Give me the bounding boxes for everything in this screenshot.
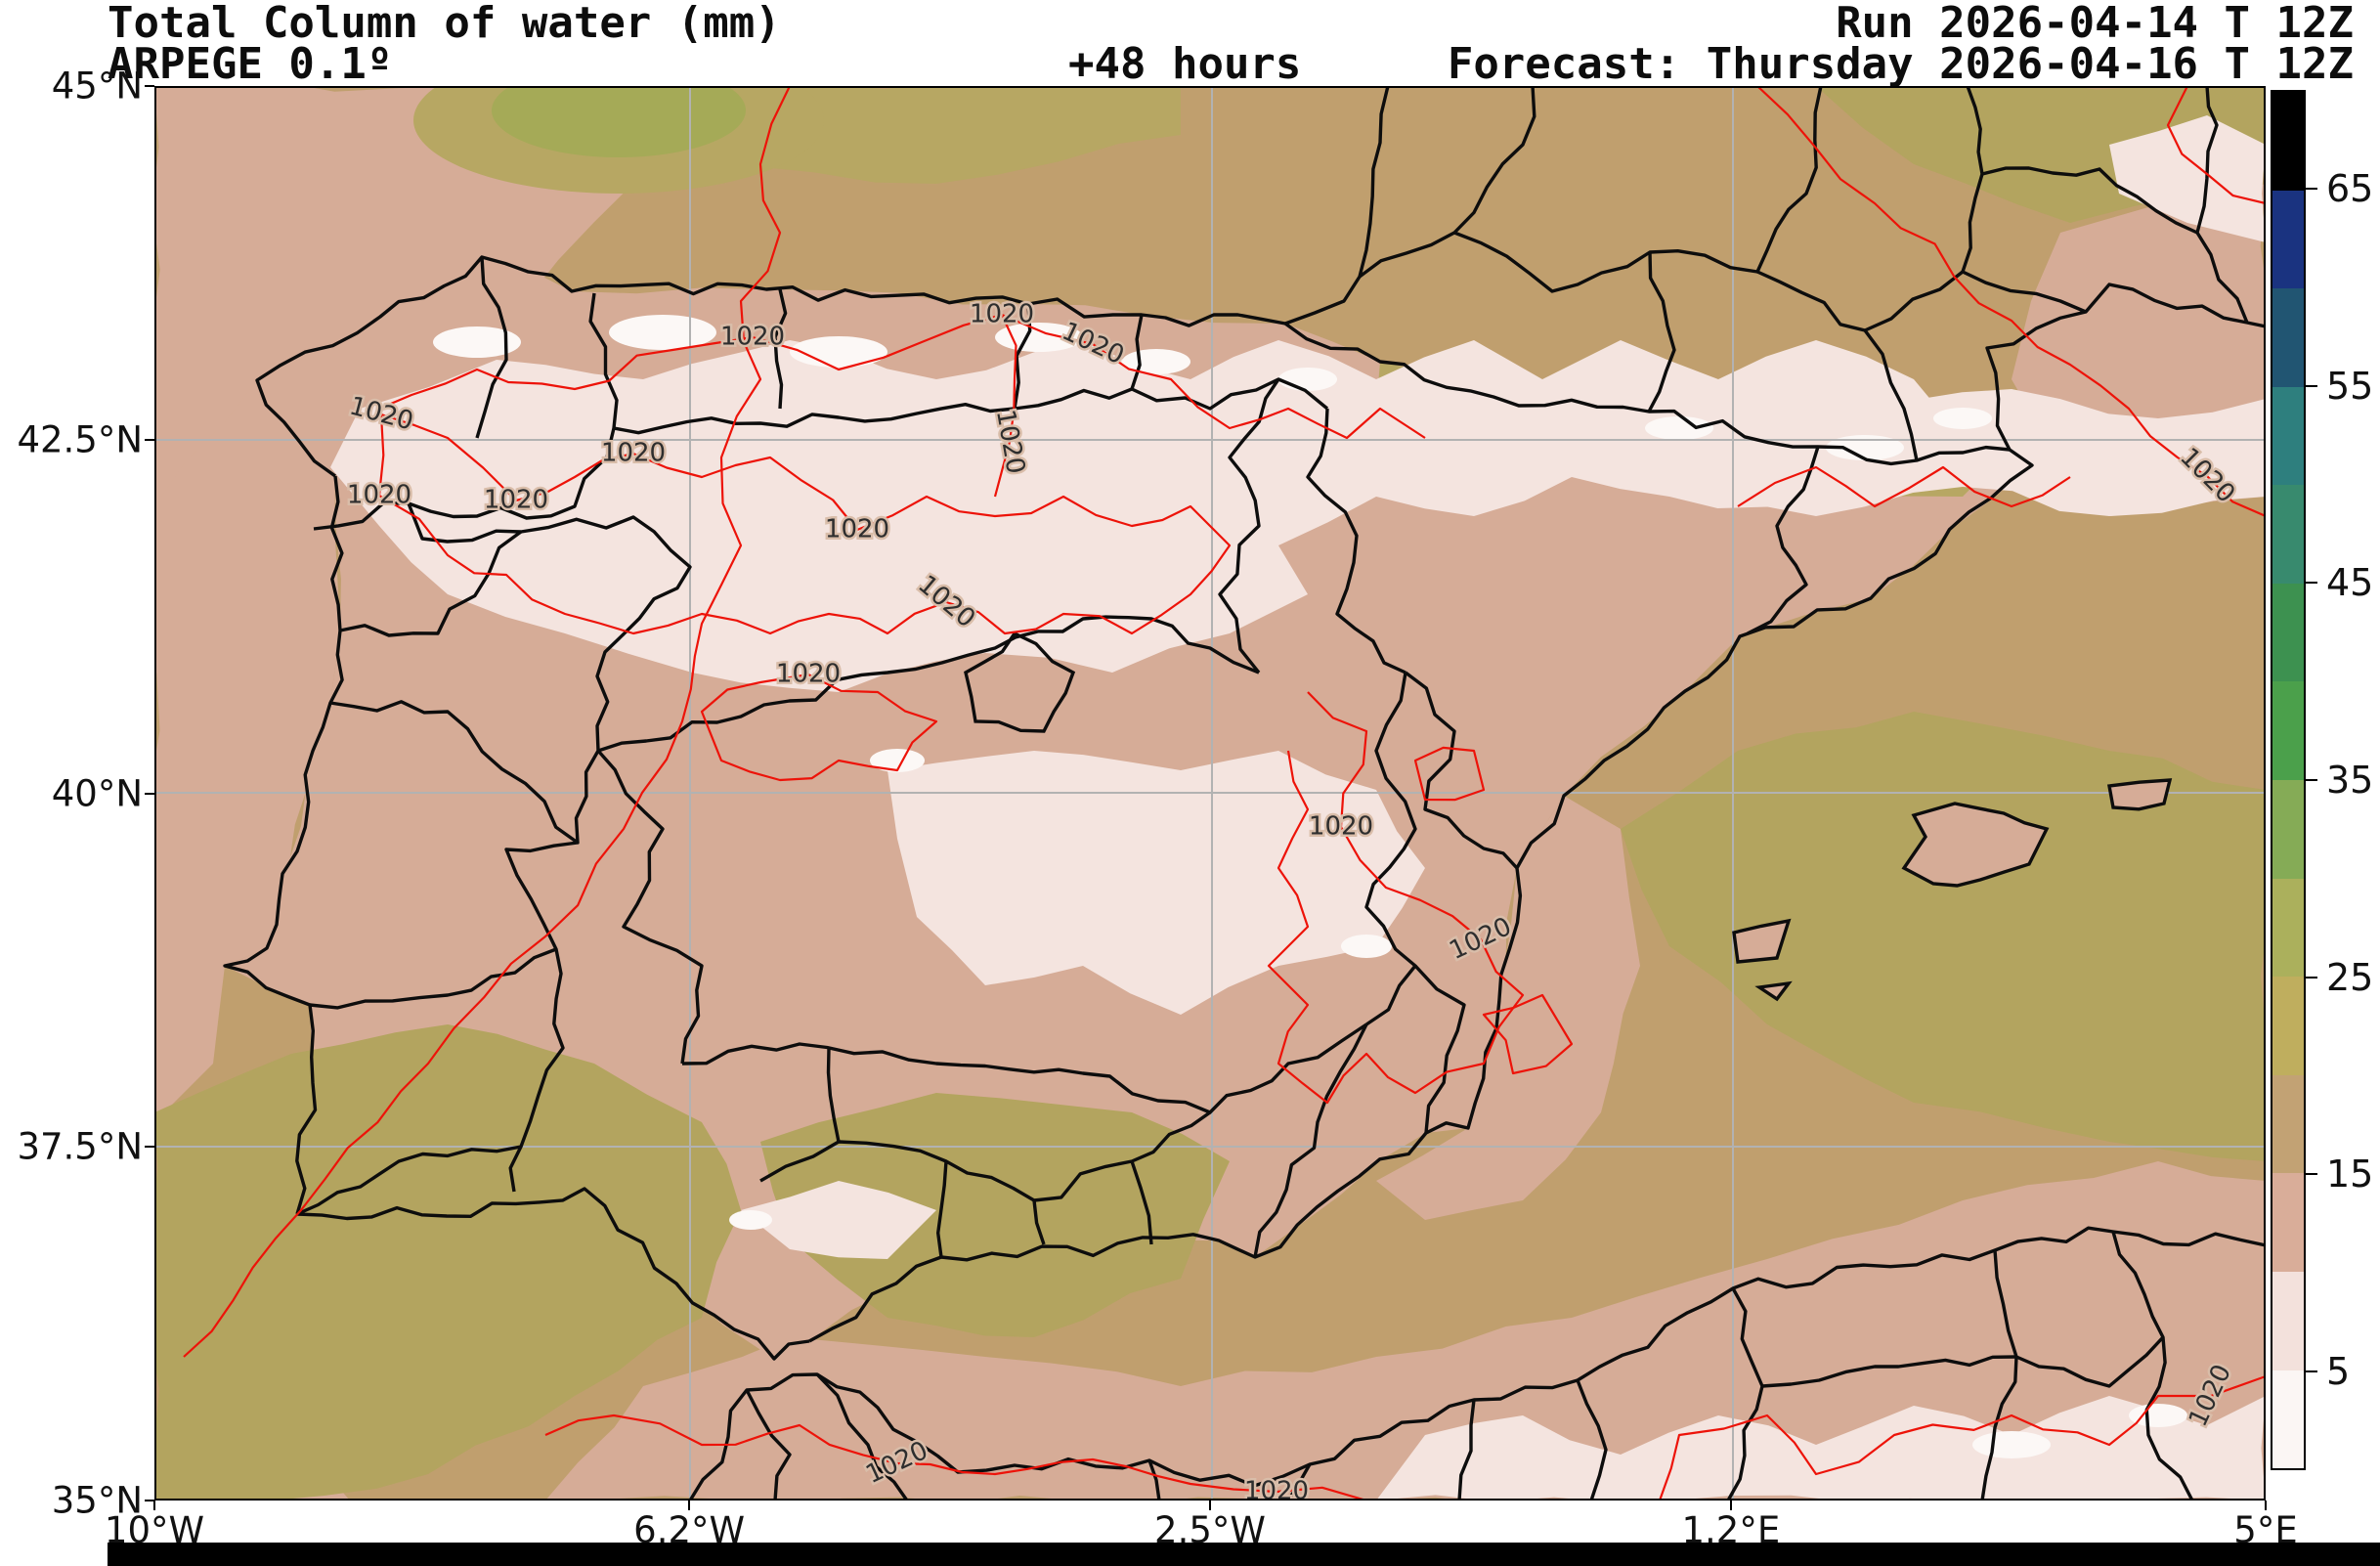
colorbar-segment — [2272, 1173, 2304, 1272]
colorbar-tick-label: 65 — [2326, 166, 2374, 210]
colorbar-tick-label: 55 — [2326, 364, 2374, 408]
bottom-black-bar — [108, 1543, 2380, 1566]
contour-label: 1020 — [347, 481, 411, 510]
colorbar-segment — [2272, 288, 2304, 387]
colorbar-tick-label: 25 — [2326, 955, 2374, 999]
colorbar-segment — [2272, 386, 2304, 486]
colorbar-segment — [2272, 681, 2304, 781]
colorbar-tick-label: 5 — [2326, 1350, 2351, 1394]
lat-tick-label: 37.5°N — [17, 1125, 143, 1168]
colorbar-segment — [2272, 485, 2304, 584]
contour-label: 1020 — [484, 486, 548, 515]
colorbar-segment — [2272, 1370, 2304, 1469]
contour-label: 1020 — [776, 660, 841, 689]
forecast-label: Forecast: Thursday 2026-04-16 T 12Z — [1447, 39, 2354, 89]
lead-time-label: +48 hours — [1068, 39, 1302, 89]
lon-tick-label: 2.5°W — [1154, 1509, 1266, 1551]
contour-label: 1020 — [720, 323, 785, 352]
colorbar-segment — [2272, 878, 2304, 978]
colorbar-tick-label: 45 — [2326, 561, 2374, 605]
lat-tick-label: 40°N — [51, 772, 143, 814]
lon-tick-label: 6.2°W — [633, 1509, 746, 1551]
colorbar — [2271, 90, 2306, 1470]
lon-tick-label: 1.2°E — [1681, 1509, 1781, 1551]
colorbar-segment — [2272, 92, 2304, 191]
colorbar-tick-label: 15 — [2326, 1153, 2374, 1196]
contour-label: 1020 — [970, 300, 1034, 329]
colorbar-segment — [2272, 1074, 2304, 1174]
colorbar-segment — [2272, 583, 2304, 682]
lat-tick-label: 45°N — [51, 65, 143, 108]
model-label: ARPEGE 0.1º — [108, 39, 393, 89]
contour-label: 1020 — [825, 515, 889, 544]
lon-tick-label: 10°W — [104, 1509, 205, 1551]
map-canvas[interactable]: 1020 1020 1020 1020 1020 1020 1020 1020 1020 1020… — [154, 86, 2266, 1501]
colorbar-segment — [2272, 190, 2304, 289]
chart-title: Total Column of water (mm) — [108, 0, 781, 48]
contour-label: 1020 — [1244, 1477, 1309, 1501]
lat-tick-label: 42.5°N — [17, 418, 143, 461]
contour-label: 1020 — [601, 439, 666, 468]
colorbar-segment — [2272, 780, 2304, 879]
colorbar-segment — [2272, 977, 2304, 1075]
contour-label: 1020 — [1309, 812, 1373, 842]
run-label: Run 2026-04-14 T 12Z — [1836, 0, 2354, 48]
lat-tick-label: 35°N — [51, 1479, 143, 1522]
lon-tick-label: 5°E — [2233, 1509, 2298, 1551]
colorbar-tick-label: 35 — [2326, 759, 2374, 802]
colorbar-segment — [2272, 1271, 2304, 1370]
